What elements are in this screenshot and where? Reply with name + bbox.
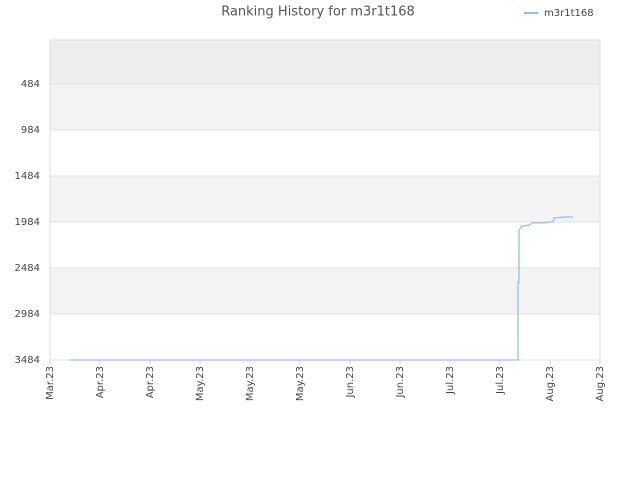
x-tick-label: Apr.23 bbox=[95, 366, 106, 398]
plot-band bbox=[50, 40, 600, 84]
plot-band bbox=[50, 84, 600, 130]
x-tick-label: Jul.23 bbox=[495, 366, 506, 395]
y-tick-label: 2484 bbox=[15, 263, 40, 274]
y-tick-label: 1484 bbox=[15, 171, 40, 182]
x-tick-label: Jun.23 bbox=[345, 366, 356, 399]
plot-band bbox=[50, 176, 600, 222]
y-tick-label: 3484 bbox=[15, 355, 40, 366]
x-tick-label: May.23 bbox=[295, 366, 306, 401]
y-tick-label: 484 bbox=[21, 79, 40, 90]
x-tick-label: May.23 bbox=[245, 366, 256, 401]
x-tick-label: Mar.23 bbox=[45, 366, 56, 400]
series-line bbox=[70, 216, 573, 361]
plot-band bbox=[50, 268, 600, 314]
x-tick-label: Aug.23 bbox=[595, 366, 606, 401]
x-tick-label: Apr.23 bbox=[145, 366, 156, 398]
legend-label: m3r1t168 bbox=[544, 8, 594, 19]
x-tick-label: May.23 bbox=[195, 366, 206, 401]
x-tick-label: Jul.23 bbox=[445, 366, 456, 395]
x-tick-label: Aug.23 bbox=[545, 366, 556, 401]
x-tick-label: Jun.23 bbox=[395, 366, 406, 399]
y-tick-label: 1984 bbox=[15, 217, 40, 228]
y-tick-label: 984 bbox=[21, 125, 40, 136]
y-tick-label: 2984 bbox=[15, 309, 40, 320]
chart-title: Ranking History for m3r1t168 bbox=[221, 5, 415, 20]
